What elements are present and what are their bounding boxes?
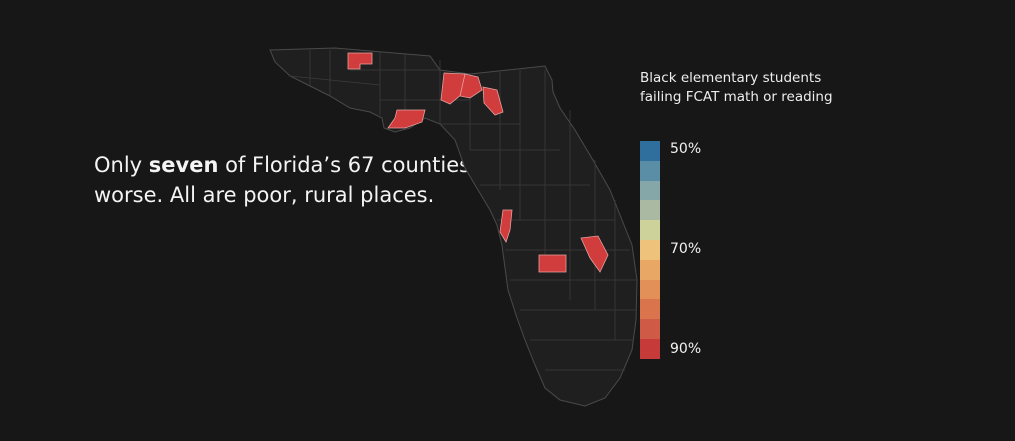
- county-highlight: [347, 52, 373, 70]
- county-highlight: [499, 209, 513, 243]
- caption-text-after: of Florida’s 67 counties do worse. All a…: [94, 153, 503, 207]
- legend-swatch: [640, 239, 660, 260]
- legend-label-90: 90%: [670, 341, 702, 357]
- county-highlight: [482, 86, 504, 116]
- legend-swatch: [640, 200, 660, 221]
- legend-swatch: [640, 338, 660, 359]
- legend-title-line: failing FCAT math or reading: [640, 89, 833, 105]
- legend-swatch: [640, 299, 660, 320]
- county-highlight: [538, 254, 567, 273]
- legend-label-70: 70%: [670, 241, 702, 257]
- county-borders: [289, 50, 636, 371]
- highlighted-counties: [347, 52, 609, 273]
- legend-swatch: [640, 279, 660, 300]
- county-highlight: [440, 72, 466, 105]
- legend-color-ramp: [640, 141, 660, 359]
- legend-swatch: [640, 141, 660, 161]
- county-highlight: [580, 235, 609, 273]
- legend-label-50: 50%: [670, 141, 702, 157]
- caption-emphasis: seven: [148, 153, 219, 177]
- legend-swatch: [640, 259, 660, 280]
- map-caption: Only seven of Florida’s 67 counties do w…: [94, 150, 514, 210]
- legend-title: Black elementary students failing FCAT m…: [640, 69, 900, 107]
- caption-text-before: Only: [94, 153, 149, 177]
- county-highlight: [459, 73, 483, 99]
- legend-swatch: [640, 319, 660, 339]
- county-highlight: [387, 109, 426, 129]
- legend-title-line: Black elementary students: [640, 70, 822, 86]
- florida-state-shape: [269, 47, 638, 407]
- legend-swatch: [640, 180, 660, 201]
- legend-swatch: [640, 160, 660, 181]
- legend-swatch: [640, 220, 660, 240]
